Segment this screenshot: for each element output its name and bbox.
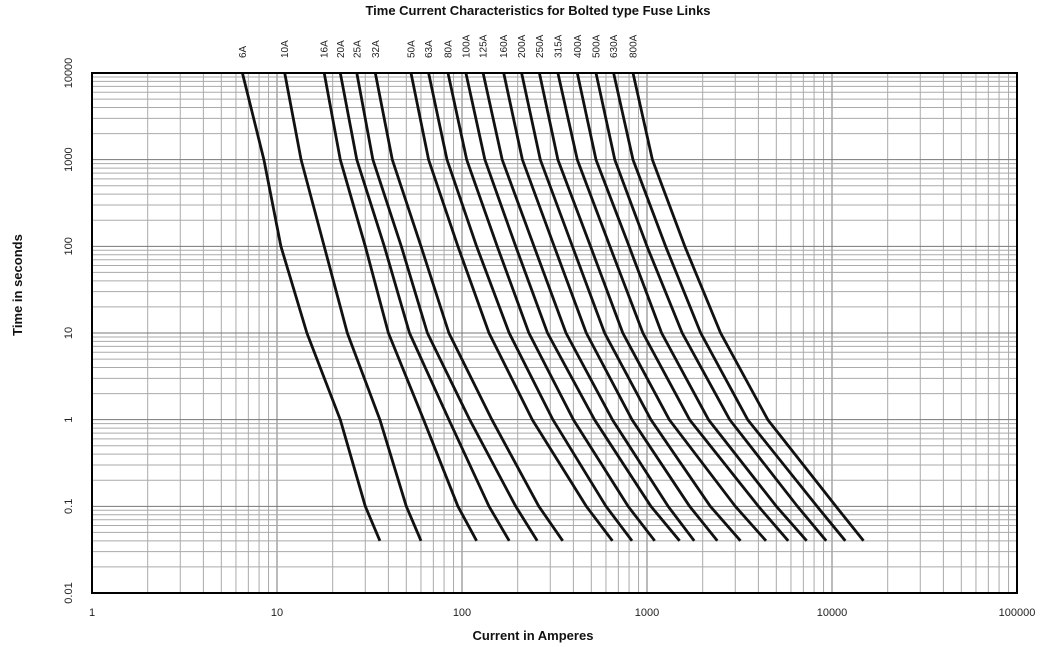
curve-250A (538, 72, 768, 542)
y-tick-label: 10 (63, 327, 75, 339)
curve-160A (502, 72, 719, 542)
curve-800A (631, 72, 865, 542)
curve-label-800A: 800A (629, 34, 640, 58)
x-tick-label: 10000 (817, 607, 848, 619)
y-axis-label: Time in seconds (10, 234, 25, 336)
curve-125A (481, 72, 696, 542)
curve-50A (409, 72, 614, 542)
y-tick-label: 10000 (63, 58, 75, 89)
y-tick-label: 100 (63, 237, 75, 255)
curve-200A (520, 72, 742, 542)
curve-label-250A: 250A (535, 34, 546, 58)
plot-frame (91, 72, 1018, 594)
curve-630A (612, 72, 847, 542)
curve-25A (355, 72, 539, 542)
curve-label-50A: 50A (407, 40, 418, 58)
curve-label-25A: 25A (352, 40, 363, 58)
chart-title: Time Current Characteristics for Bolted … (365, 3, 710, 18)
x-axis-label: Current in Amperes (473, 628, 594, 643)
curve-6A (241, 72, 382, 542)
curve-32A (373, 72, 564, 542)
curve-label-500A: 500A (592, 34, 603, 58)
x-tick-label: 1000 (635, 607, 659, 619)
curve-80A (446, 72, 656, 542)
curve-label-125A: 125A (479, 34, 490, 58)
x-tick-label: 100000 (999, 607, 1036, 619)
curve-16A (322, 72, 478, 542)
curve-label-6A: 6A (238, 45, 249, 58)
curve-500A (594, 72, 828, 542)
y-tick-label: 0.01 (63, 582, 75, 603)
y-tick-label: 1000 (63, 147, 75, 171)
curve-label-160A: 160A (499, 34, 510, 58)
curve-label-20A: 20A (336, 40, 347, 58)
y-tick-labels: 0.01 0.1 1 10 100 1000 10000 (63, 58, 75, 604)
curve-label-400A: 400A (573, 34, 584, 58)
x-tick-label: 1 (89, 607, 95, 619)
curve-label-63A: 63A (424, 40, 435, 58)
y-tick-label: 1 (63, 417, 75, 423)
curve-label-200A: 200A (517, 34, 528, 58)
curve-20A (338, 72, 511, 542)
curve-labels: 6A 10A 16A 20A 25A 32A 50A 63A 80A 100A 125A 160A 20… (238, 34, 640, 58)
curve-label-10A: 10A (280, 40, 291, 58)
curve-label-32A: 32A (371, 40, 382, 58)
curve-100A (464, 72, 681, 542)
x-tick-label: 100 (453, 607, 471, 619)
curve-315A (556, 72, 790, 542)
curve-label-100A: 100A (461, 34, 472, 58)
curve-10A (283, 72, 423, 542)
curve-label-315A: 315A (553, 34, 564, 58)
fuse-curves (241, 72, 865, 542)
curve-label-16A: 16A (320, 40, 331, 58)
curve-label-80A: 80A (444, 40, 455, 58)
grid-lines (91, 73, 1017, 594)
curve-63A (427, 72, 634, 542)
curve-400A (575, 72, 808, 542)
x-tick-labels: 1 10 100 1000 10000 100000 (89, 607, 1035, 619)
x-tick-label: 10 (271, 607, 283, 619)
y-tick-label: 0.1 (63, 499, 75, 514)
curve-label-630A: 630A (609, 34, 620, 58)
